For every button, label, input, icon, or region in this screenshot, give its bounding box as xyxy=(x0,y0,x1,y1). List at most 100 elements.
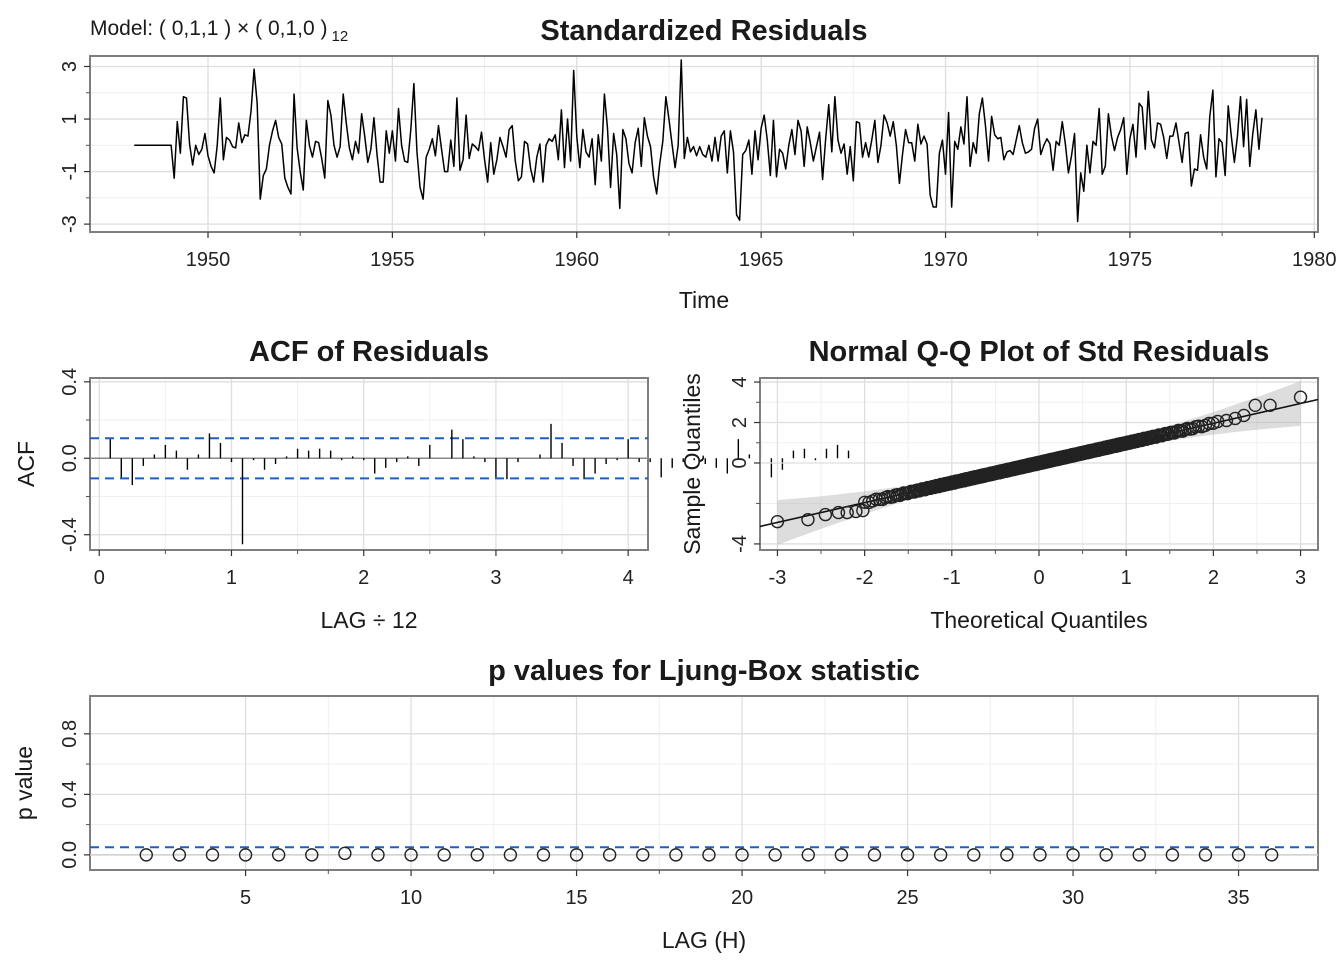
y-tick-label: 0.0 xyxy=(59,444,81,472)
x-axis-title: LAG (H) xyxy=(662,927,746,953)
x-tick-label: 30 xyxy=(1062,887,1084,909)
qq-point xyxy=(856,503,870,518)
x-tick-label: 10 xyxy=(400,887,422,909)
x-tick-label: -1 xyxy=(943,567,961,589)
x-tick-label: 1 xyxy=(1121,567,1132,589)
p-value-point xyxy=(569,848,584,862)
qq-point xyxy=(1211,414,1225,429)
p-value-point xyxy=(1099,848,1113,862)
p-value-point xyxy=(1198,848,1213,862)
p-value-point xyxy=(768,848,782,862)
p-value-point xyxy=(1165,848,1180,862)
x-tick-label: 1 xyxy=(226,567,237,589)
qq-point xyxy=(1219,413,1234,428)
x-tick-label: -2 xyxy=(856,567,874,589)
p-value-point xyxy=(1132,848,1146,862)
p-value-point xyxy=(371,848,385,862)
y-tick-label: 1 xyxy=(59,113,81,124)
p-value-point xyxy=(900,848,915,862)
x-tick-label: 1960 xyxy=(555,249,600,271)
x-tick-label: 1965 xyxy=(739,249,784,271)
p-value-point xyxy=(404,848,418,862)
x-tick-label: 1975 xyxy=(1108,249,1153,271)
p-value-point xyxy=(1033,848,1047,862)
y-tick-label: 2 xyxy=(729,417,751,428)
y-tick-label: 0 xyxy=(729,457,751,468)
qq-point xyxy=(770,514,785,529)
x-tick-label: 1980 xyxy=(1292,249,1337,271)
plot-frame xyxy=(89,377,649,551)
x-axis-title: Theoretical Quantiles xyxy=(930,607,1147,633)
x-tick-label: -3 xyxy=(769,567,787,589)
y-tick-label: 0.4 xyxy=(59,780,81,808)
ljung-box-panel: 5 10 15 20 25 30 35 0.0 0.4 0.8 p values for Ljung… xyxy=(11,655,1319,953)
p-value-point xyxy=(205,848,220,862)
chart-title: Normal Q-Q Plot of Std Residuals xyxy=(809,336,1270,368)
chart-title: ACF of Residuals xyxy=(249,336,489,368)
p-value-point xyxy=(470,848,484,862)
x-tick-label: 20 xyxy=(731,887,753,909)
qq-point xyxy=(1263,398,1277,413)
p-value-point xyxy=(139,848,153,862)
qq-point xyxy=(831,505,846,520)
qq-point xyxy=(1228,411,1242,426)
p-value-point xyxy=(735,848,749,862)
p-value-point xyxy=(669,848,683,862)
plot-frame xyxy=(89,55,1319,233)
p-value-point xyxy=(172,848,187,862)
x-axis-title: LAG ÷ 12 xyxy=(320,607,417,633)
p-value-point xyxy=(933,848,948,862)
y-tick-label: 3 xyxy=(59,61,81,72)
p-value-point xyxy=(967,848,981,862)
model-label: Model: ( 0,1,1 ) × ( 0,1,0 ) 12 xyxy=(90,17,348,45)
plot-frame xyxy=(89,695,1319,871)
residual-series-line xyxy=(134,59,1263,223)
x-tick-label: 0 xyxy=(94,567,105,589)
y-axis-title: Sample Quantiles xyxy=(679,373,705,555)
x-tick-label: 15 xyxy=(565,887,587,909)
p-value-point xyxy=(338,846,352,861)
x-tick-label: 0 xyxy=(1033,567,1044,589)
x-axis-title: Time xyxy=(679,287,729,313)
qq-point xyxy=(818,507,833,522)
x-tick-label: 1970 xyxy=(923,249,968,271)
x-tick-label: 5 xyxy=(240,887,251,909)
y-axis-title: p value xyxy=(11,746,37,820)
qq-point xyxy=(1237,408,1251,423)
qq-point xyxy=(907,485,922,499)
p-value-point xyxy=(1264,848,1279,862)
chart-title: p values for Ljung-Box statistic xyxy=(488,655,920,687)
y-tick-label: -4 xyxy=(729,535,751,553)
p-value-point xyxy=(1000,848,1014,862)
y-tick-label: -1 xyxy=(59,163,81,181)
p-value-point xyxy=(503,848,518,862)
y-axis-title: ACF xyxy=(13,441,39,487)
p-value-point xyxy=(636,848,650,862)
x-tick-label: 3 xyxy=(490,567,501,589)
y-tick-label: 0.8 xyxy=(59,720,81,748)
qq-point xyxy=(840,505,854,520)
qq-point xyxy=(1293,390,1308,404)
x-tick-label: 4 xyxy=(623,567,634,589)
p-value-point xyxy=(437,848,451,862)
qq-point xyxy=(801,512,815,527)
y-tick-label: -0.4 xyxy=(59,517,81,551)
p-value-point xyxy=(271,848,286,862)
p-value-point xyxy=(1231,848,1246,862)
x-tick-label: 2 xyxy=(358,567,369,589)
y-tick-label: 4 xyxy=(729,376,751,387)
qq-point xyxy=(1202,416,1216,431)
y-tick-label: 0.4 xyxy=(59,368,81,396)
qq-point xyxy=(1248,398,1262,413)
x-tick-label: 35 xyxy=(1227,887,1249,909)
p-value-point xyxy=(536,848,551,862)
p-value-point xyxy=(702,848,716,862)
p-value-point xyxy=(801,848,815,862)
p-value-point xyxy=(602,848,617,862)
chart-title: Standardized Residuals xyxy=(540,15,867,47)
qq-panel: -3 -2 -1 0 1 2 3 -4 0 2 4 Normal Q-Q Plot of Std Re… xyxy=(679,336,1319,633)
x-tick-label: 1950 xyxy=(186,249,231,271)
std-residuals-panel: 1950 1955 1960 1965 1970 1975 1980 -3 -1 1 3 Standa… xyxy=(59,15,1337,313)
p-value-point xyxy=(305,848,319,862)
